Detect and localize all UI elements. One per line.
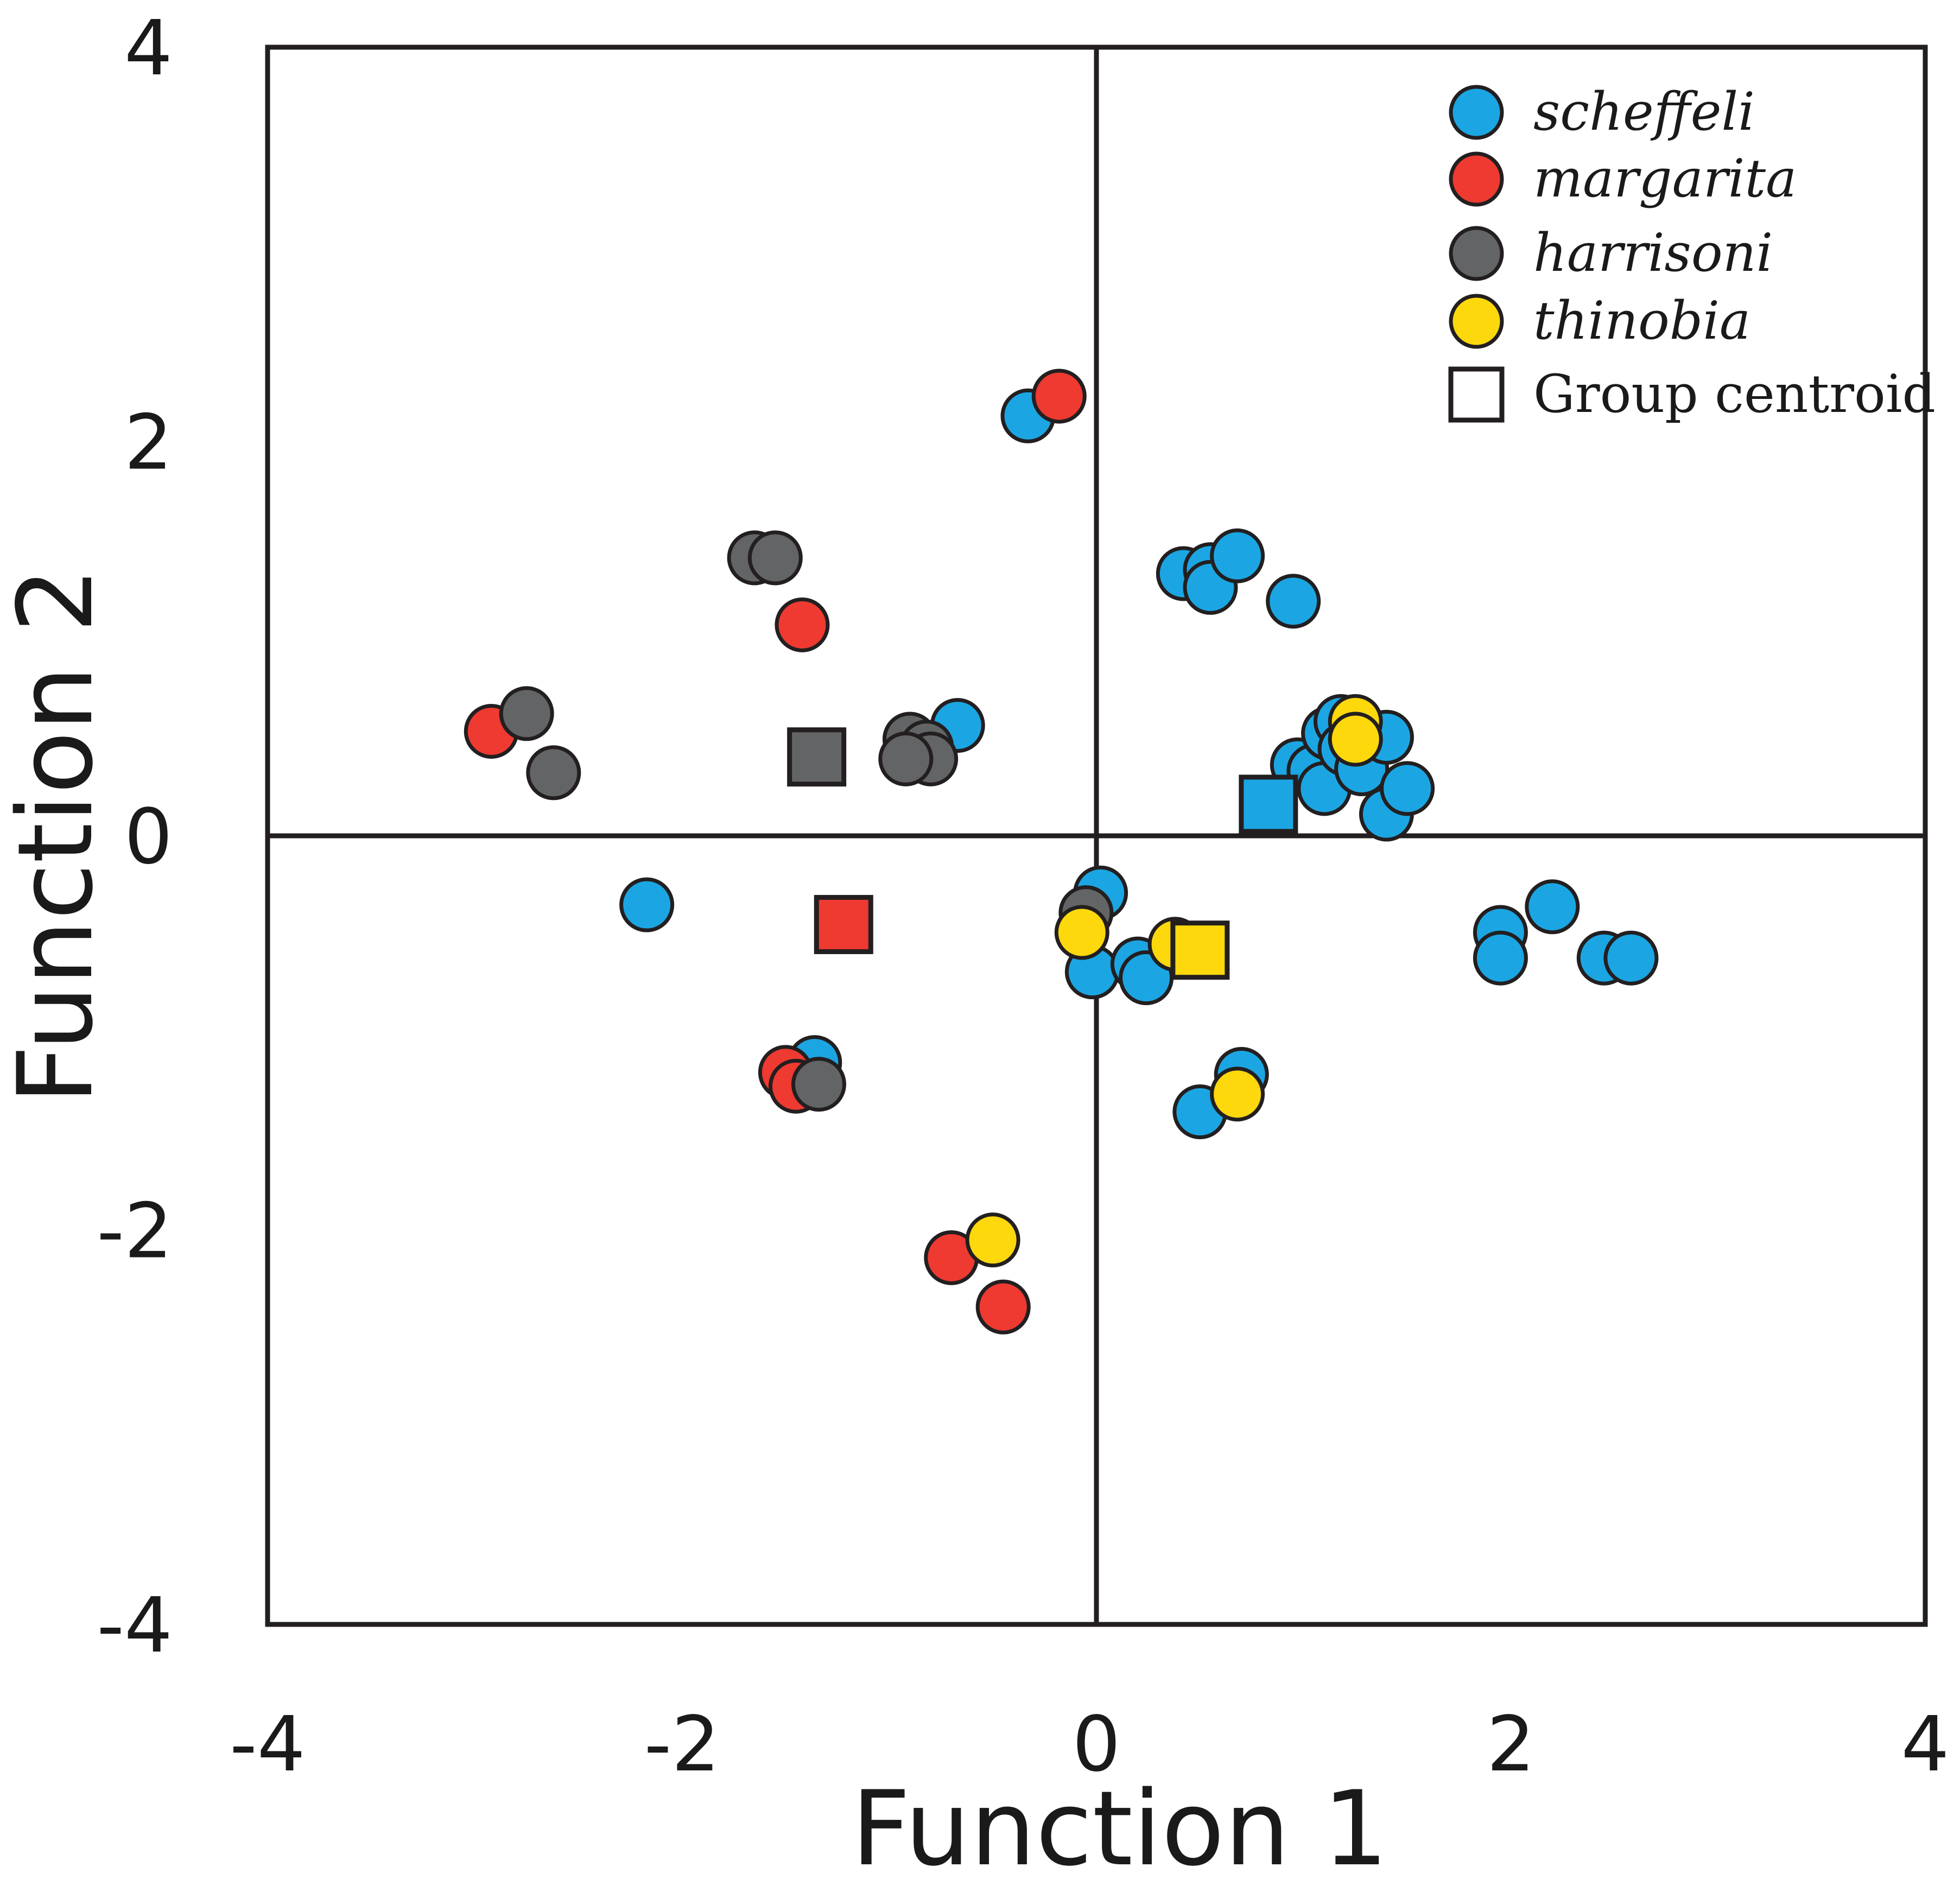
centroid-scheffeli <box>1239 774 1298 834</box>
centroid-margarita <box>814 894 873 954</box>
y-axis-title: Function 2 <box>0 567 116 1104</box>
point-thinobia <box>1210 1066 1265 1122</box>
y-tick-labels: -4 -2 0 2 4 <box>97 4 173 1670</box>
y-tick-label: 0 <box>124 793 173 881</box>
x-tick-label: -2 <box>644 1700 720 1789</box>
point-harrisoni <box>526 745 581 801</box>
point-harrisoni <box>878 731 934 786</box>
x-tick-label: 2 <box>1487 1700 1535 1789</box>
legend-label: Group centroid <box>1533 364 1936 424</box>
y-tick-label: -2 <box>97 1188 173 1276</box>
plot-frame <box>265 45 1928 1627</box>
x-tick-labels: -4 -2 0 2 4 <box>230 1700 1949 1789</box>
x-tick-label: 4 <box>1901 1700 1949 1789</box>
point-scheffeli <box>1603 930 1659 986</box>
point-thinobia <box>1328 712 1383 767</box>
y-tick-label: 4 <box>124 4 173 93</box>
point-thinobia <box>1054 905 1109 960</box>
centroid-thinobia <box>1170 920 1230 980</box>
point-harrisoni <box>499 686 554 741</box>
reference-lines <box>268 47 1925 1624</box>
point-scheffeli <box>1525 879 1580 935</box>
point-margarita <box>1031 369 1087 424</box>
legend-label: scheffeli <box>1533 81 1755 142</box>
x-tick-label: 0 <box>1072 1700 1120 1789</box>
point-scheffeli <box>619 877 675 932</box>
legend-label: harrisoni <box>1533 223 1773 283</box>
point-harrisoni <box>747 530 803 586</box>
legend-label: margarita <box>1533 148 1797 209</box>
x-tick-label: -4 <box>230 1700 306 1789</box>
legend-marker-thinobia <box>1449 294 1504 349</box>
y-tick-label: -4 <box>97 1582 173 1670</box>
legend-marker-harrisoni <box>1449 226 1504 281</box>
data-points <box>464 369 1659 1335</box>
point-margarita <box>775 597 830 652</box>
legend-marker-margarita <box>1449 151 1504 207</box>
point-scheffeli <box>1266 574 1321 629</box>
legend-marker-scheffeli <box>1449 85 1504 140</box>
point-scheffeli <box>1380 761 1435 816</box>
legend-label: thinobia <box>1533 290 1750 351</box>
centroid-markers <box>787 727 1298 980</box>
point-scheffeli <box>1210 528 1265 583</box>
point-margarita <box>975 1279 1031 1335</box>
point-scheffeli <box>1473 930 1528 986</box>
centroid-harrisoni <box>787 727 847 787</box>
point-thinobia <box>965 1212 1020 1268</box>
point-harrisoni <box>791 1057 846 1112</box>
x-axis-title: Function 1 <box>851 1769 1388 1886</box>
y-tick-label: 2 <box>124 399 173 487</box>
legend-marker-centroid <box>1448 366 1505 423</box>
